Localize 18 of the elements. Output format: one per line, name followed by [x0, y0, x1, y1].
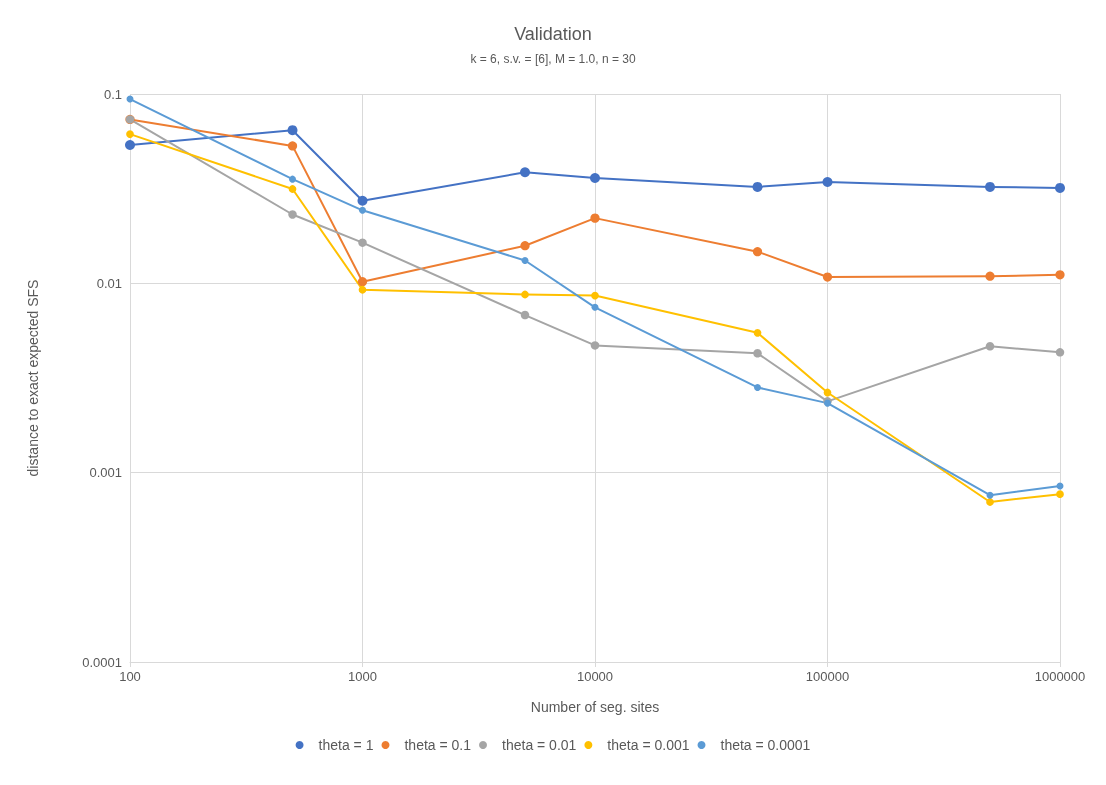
legend-label: theta = 0.01: [502, 737, 577, 753]
y-tick-label: 0.1: [103, 86, 122, 102]
chart-subtitle: k = 6, s.v. = [6], M = 1.0, n = 30: [470, 52, 636, 66]
legend-label: theta = 0.001: [607, 737, 690, 753]
x-tick-label: 1000: [348, 669, 377, 684]
y-tick-label: 0.0001: [82, 654, 122, 670]
x-tick-label: 10000: [576, 669, 614, 684]
x-tick-label: 100000: [805, 669, 850, 684]
x-axis-title: Number of seg. sites: [530, 699, 660, 715]
legend-label: theta = 1: [318, 737, 374, 753]
y-tick-label: 0.001: [89, 465, 122, 481]
legend-label: theta = 0.0001: [720, 737, 811, 753]
x-tick-label: 100: [119, 669, 141, 684]
x-tick-label: 1000000: [1034, 669, 1086, 684]
legend-label: theta = 0.1: [404, 737, 472, 753]
chart-title: Validation: [514, 24, 592, 44]
y-tick-label: 0.01: [96, 275, 122, 291]
y-axis-title: distance to exact expected SFS: [25, 279, 41, 477]
